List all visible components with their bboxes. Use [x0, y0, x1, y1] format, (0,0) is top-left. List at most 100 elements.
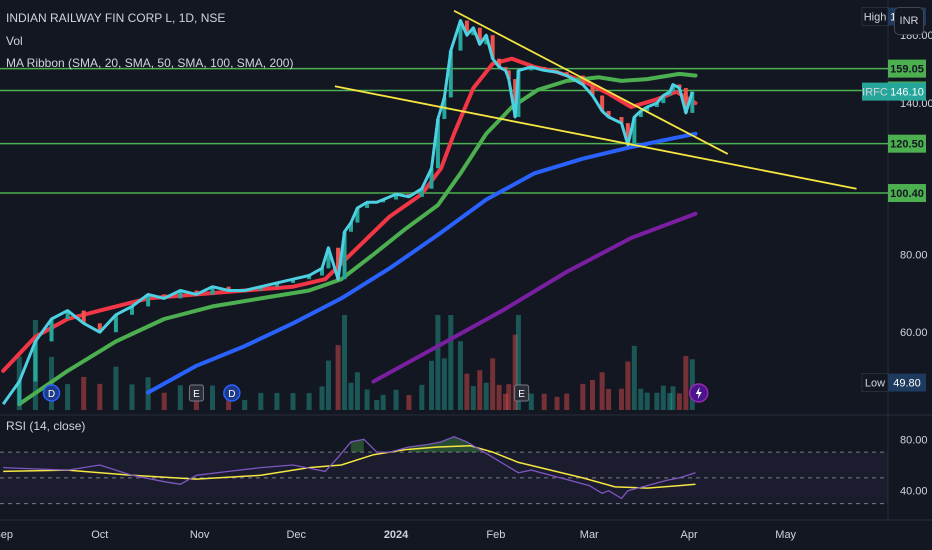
candle: [17, 381, 22, 405]
candle: [355, 207, 360, 223]
volume-bar: [638, 388, 644, 410]
candle: [291, 279, 296, 283]
rsi-label[interactable]: RSI (14, close): [6, 419, 85, 433]
level-price-label: 120.50: [888, 134, 926, 153]
vol-indicator-label[interactable]: Vol: [6, 34, 23, 48]
volume-bar: [242, 400, 248, 410]
candle: [419, 188, 424, 197]
volume-bar: [564, 393, 570, 410]
dividend-icon: [223, 384, 241, 402]
volume-bar: [335, 345, 341, 410]
volume-bar: [428, 360, 434, 410]
volume-bar: [676, 393, 682, 410]
marker-tag-text: IRFC: [862, 87, 888, 99]
candle: [516, 70, 521, 117]
marker-tag-box: [862, 82, 888, 101]
volume-bar: [660, 385, 666, 410]
candle: [429, 168, 434, 189]
volume-bar: [464, 373, 470, 410]
candle: [464, 20, 469, 36]
candle: [162, 294, 167, 299]
volume-bar: [129, 384, 135, 410]
candle: [497, 58, 502, 68]
lightning-glyph: [695, 387, 702, 399]
candle: [448, 50, 453, 98]
event-marker-label: D: [228, 389, 235, 400]
volume-bar: [113, 366, 119, 410]
event-marker-label: D: [48, 389, 55, 400]
rsi-axis-tick: 80.00: [900, 434, 928, 446]
volume-bar: [161, 392, 167, 410]
ma-line-sma-100: [146, 131, 698, 395]
ma-ribbon-label[interactable]: MA Ribbon (SMA, 20, SMA, 50, SMA, 100, S…: [6, 56, 294, 70]
candle: [226, 286, 231, 291]
currency-button[interactable]: INR: [894, 7, 924, 35]
candle: [590, 84, 595, 96]
candle: [65, 310, 70, 320]
volume-bar: [631, 345, 637, 410]
volume-bar: [177, 385, 183, 410]
candle: [677, 84, 682, 89]
volume-bar: [258, 392, 264, 410]
marker-tag-text: High: [864, 12, 887, 24]
candle: [210, 286, 215, 295]
volume-bar: [470, 386, 476, 410]
candle: [394, 194, 399, 200]
price-axis-tick: 60.00: [900, 327, 928, 339]
candle: [348, 222, 353, 232]
marker-value-text: 146.10: [890, 87, 924, 99]
time-axis-tick: Nov: [190, 529, 210, 541]
event-marker-earnings: E: [514, 384, 530, 402]
candle: [632, 116, 637, 145]
volume-bar: [348, 382, 354, 410]
candle: [661, 95, 666, 104]
volume-bar: [448, 315, 454, 410]
candle: [529, 67, 534, 71]
volume-bar: [506, 384, 512, 410]
rsi-axis-tick: 40.00: [900, 486, 928, 498]
time-axis-tick: Sep: [0, 529, 13, 541]
candle: [654, 103, 659, 108]
candle: [490, 35, 495, 59]
candle: [113, 314, 118, 333]
volume-bar: [496, 384, 502, 410]
candle: [625, 123, 630, 145]
candle: [683, 88, 688, 113]
volume-bar: [65, 384, 71, 410]
marker-tag-text: Low: [865, 378, 885, 390]
candle: [564, 72, 569, 76]
candle: [619, 116, 624, 124]
candle: [258, 286, 263, 291]
volume-bar: [81, 376, 87, 410]
volume-bar: [541, 393, 547, 410]
volume-bar: [419, 384, 425, 410]
event-marker-dividend: D: [42, 384, 61, 402]
volume-bar: [406, 395, 412, 410]
volume-bar: [393, 389, 399, 410]
volume-bar: [618, 388, 624, 410]
candle: [178, 290, 183, 299]
dividend-icon: [42, 384, 61, 402]
volume-bar: [97, 383, 103, 410]
price-line: [1, 19, 694, 405]
level-label-box: [888, 184, 926, 203]
volume-bar: [667, 393, 673, 410]
ma-line-sma-200: [371, 211, 698, 384]
price-marker-irfc: IRFC 146.10: [862, 82, 926, 101]
candle: [458, 20, 463, 51]
candle: [638, 110, 643, 117]
volume-bar: [364, 389, 370, 410]
rsi-ma-line: [3, 444, 696, 489]
time-axis-tick: May: [775, 529, 796, 541]
candle: [506, 70, 511, 80]
trendline-lower: [334, 85, 857, 190]
time-axis-tick: Feb: [486, 529, 505, 541]
candle: [503, 67, 508, 71]
level-price-label: 100.40: [888, 184, 926, 203]
volume-bar: [374, 400, 380, 410]
candle: [130, 306, 135, 315]
candle: [33, 341, 38, 382]
candle: [435, 119, 440, 169]
